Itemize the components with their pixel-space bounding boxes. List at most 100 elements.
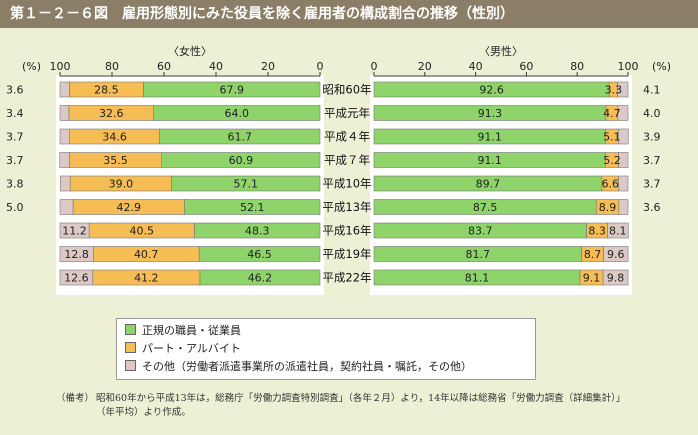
male-label-regular: 91.3 <box>478 107 503 120</box>
legend-label-part: パート・アルバイト <box>142 342 241 355</box>
category-label: 平成10年 <box>322 177 371 191</box>
male-bar-other <box>617 105 629 121</box>
male-tick-label: 60 <box>519 60 533 73</box>
male-label-part: 3.3 <box>605 84 623 97</box>
female-label-other: 3.8 <box>6 178 24 191</box>
category-label: 平成22年 <box>322 271 371 285</box>
male-label-other: 9.6 <box>607 248 625 261</box>
male-bar-other <box>618 175 629 192</box>
figure-header: 第１－２－６図 雇用形態別にみた役員を除く雇用者の構成割合の推移（性別） <box>0 0 698 28</box>
note-line-2: （年平均）より作成。 <box>96 407 191 418</box>
female-bar-other <box>59 269 94 286</box>
male-bar-other <box>617 81 629 98</box>
male-label-regular: 81.1 <box>465 272 490 285</box>
category-label: 平成４年 <box>324 130 370 144</box>
male-label-part: 5.2 <box>603 154 621 167</box>
male-label-other: 4.0 <box>643 107 661 120</box>
female-bar-other <box>59 81 70 98</box>
female-label-regular: 52.1 <box>240 201 265 214</box>
male-bar-other <box>607 222 629 239</box>
legend-label-regular: 正規の職員・従業員 <box>142 324 241 337</box>
female-label-other: 3.4 <box>6 107 24 120</box>
female-label-regular: 46.5 <box>247 248 272 261</box>
male-panel-title: 〈男性〉 <box>479 44 523 58</box>
male-bar-other <box>603 246 629 262</box>
male-label-part: 9.1 <box>583 272 601 285</box>
female-label-part: 40.7 <box>134 248 159 261</box>
female-tick-label: 80 <box>105 60 119 73</box>
female-tick-label: 40 <box>209 60 223 73</box>
male-label-part: 6.6 <box>601 178 619 191</box>
female-panel-title: 〈女性〉 <box>168 44 212 58</box>
female-bar-other <box>59 222 90 239</box>
female-label-part: 32.6 <box>99 107 124 120</box>
male-bar-other <box>618 199 629 215</box>
male-label-other: 3.9 <box>643 131 661 144</box>
male-label-regular: 92.6 <box>479 84 504 97</box>
legend: 正規の職員・従業員 パート・アルバイト その他（労働者派遣事業所の派遣社員，契約… <box>116 318 536 380</box>
female-bar-other <box>59 128 70 145</box>
male-unit-label: (%) <box>652 60 671 73</box>
female-label-regular: 60.9 <box>229 154 254 167</box>
female-label-other: 5.0 <box>6 201 24 214</box>
female-label-other: 3.7 <box>6 131 24 144</box>
legend-item-regular: 正規の職員・従業員 <box>125 322 527 340</box>
legend-swatch-regular <box>125 324 136 335</box>
source-note: （備考） 昭和60年から平成13年は，総務庁「労働力調査特別調査」（各年２月）よ… <box>56 392 676 420</box>
female-label-regular: 61.7 <box>228 131 253 144</box>
category-label: 昭和60年 <box>322 83 371 97</box>
female-label-other: 12.8 <box>64 248 89 261</box>
female-label-part: 35.5 <box>103 154 128 167</box>
figure-number: 第１－２－６図 <box>10 6 108 22</box>
female-label-part: 40.5 <box>130 225 155 238</box>
female-tick-label: 60 <box>157 60 171 73</box>
female-label-regular: 48.3 <box>245 225 270 238</box>
female-label-other: 3.7 <box>6 154 24 167</box>
male-tick-label: 80 <box>570 60 584 73</box>
male-label-part: 8.7 <box>584 248 602 261</box>
male-label-regular: 91.1 <box>477 131 502 144</box>
male-label-other: 4.1 <box>643 84 661 97</box>
male-label-part: 5.1 <box>603 131 621 144</box>
legend-item-part: パート・アルバイト <box>125 340 527 358</box>
figure-title: 雇用形態別にみた役員を除く雇用者の構成割合の推移（性別） <box>122 6 514 22</box>
male-label-regular: 91.1 <box>477 154 502 167</box>
female-label-part: 34.6 <box>102 131 127 144</box>
male-tick-label: 0 <box>371 60 378 73</box>
male-label-regular: 89.7 <box>476 178 501 191</box>
female-bar-other <box>59 199 74 215</box>
male-label-regular: 81.7 <box>466 248 491 261</box>
category-label: 平成16年 <box>322 224 371 238</box>
female-tick-label: 20 <box>261 60 275 73</box>
male-label-other: 3.7 <box>643 154 661 167</box>
male-tick-label: 20 <box>418 60 432 73</box>
male-label-other: 3.7 <box>643 178 661 191</box>
female-label-part: 39.0 <box>109 178 134 191</box>
female-tick-label: 100 <box>50 60 71 73</box>
female-label-other: 12.6 <box>64 272 89 285</box>
female-tick-label: 0 <box>317 60 324 73</box>
female-bar-other <box>59 152 70 168</box>
female-label-other: 3.6 <box>6 84 24 97</box>
female-label-regular: 67.9 <box>219 84 244 97</box>
male-label-regular: 87.5 <box>473 201 498 214</box>
legend-swatch-part <box>125 342 136 353</box>
male-tick-label: 40 <box>469 60 483 73</box>
female-label-regular: 57.1 <box>234 178 259 191</box>
male-bar-other <box>618 128 629 145</box>
female-label-part: 28.5 <box>94 84 119 97</box>
male-label-other: 9.8 <box>607 272 625 285</box>
male-label-other: 3.6 <box>643 201 661 214</box>
legend-swatch-other <box>125 360 136 371</box>
male-bar-other <box>618 152 629 168</box>
category-label: 平成元年 <box>324 106 370 120</box>
female-label-part: 42.9 <box>117 201 142 214</box>
female-bar-other <box>59 175 71 192</box>
category-label: 平成19年 <box>322 247 371 261</box>
category-label: 平成13年 <box>322 200 371 214</box>
female-unit-label: (%) <box>22 60 41 73</box>
male-label-part: 8.3 <box>588 225 606 238</box>
male-bar-other <box>602 269 629 286</box>
male-label-part: 8.9 <box>599 201 617 214</box>
female-label-regular: 46.2 <box>248 272 273 285</box>
